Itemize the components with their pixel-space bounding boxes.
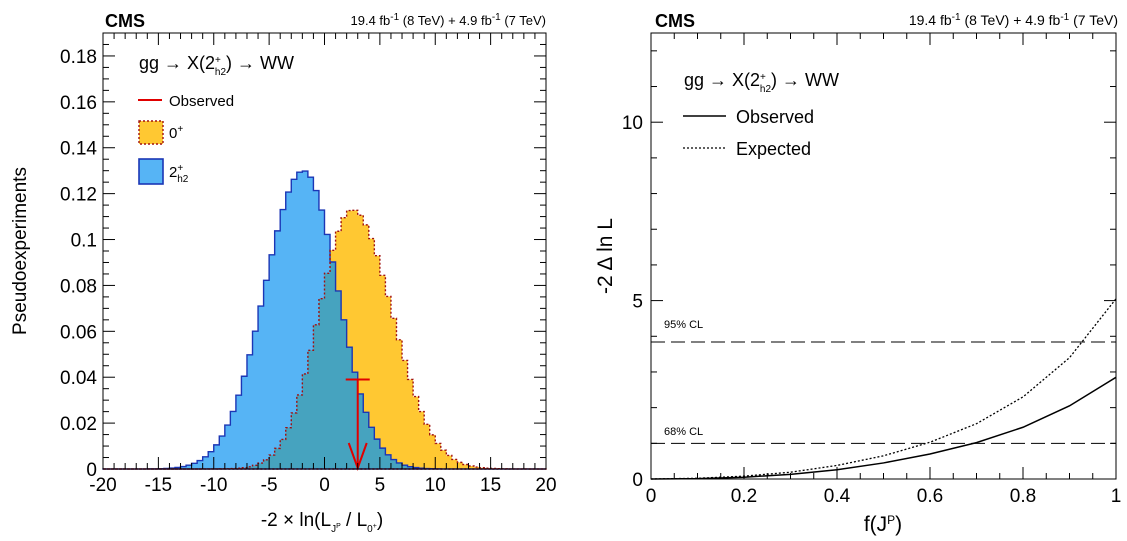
x-tick-label: 0.2 bbox=[731, 486, 757, 507]
legend-observed-label: Observed bbox=[169, 93, 234, 110]
x-tick-label: 0.4 bbox=[824, 486, 851, 507]
left-x-axis-label: -2 × ln(LJP / L0+) bbox=[261, 510, 383, 535]
right-cms-label: CMS bbox=[655, 11, 695, 31]
right-plot-frame bbox=[650, 32, 1117, 480]
y-tick-label: 10 bbox=[622, 113, 643, 134]
legend-alt-label: 2+ h2 bbox=[169, 163, 189, 185]
y-tick-label: 0.14 bbox=[60, 139, 97, 160]
x-tick-label: 0.8 bbox=[1010, 486, 1036, 507]
y-tick-label: 0.06 bbox=[60, 322, 97, 343]
left-y-axis-label: Pseudoexperiments bbox=[10, 167, 31, 335]
y-tick-label: 0.04 bbox=[60, 368, 97, 389]
x-tick-label: 15 bbox=[480, 475, 501, 496]
x-tick-label: -15 bbox=[145, 475, 172, 496]
histogram-layer bbox=[102, 170, 547, 470]
x-tick-label: 5 bbox=[375, 475, 386, 496]
legend-alt-swatch bbox=[138, 158, 164, 185]
expected-curve bbox=[650, 298, 1117, 480]
x-tick-label: 0 bbox=[319, 475, 330, 496]
right-y-axis-label: -2 Δ ln L bbox=[594, 218, 617, 294]
overlap-region bbox=[103, 261, 546, 469]
right-legend: Observed Expected bbox=[683, 107, 814, 159]
left-cms-label: CMS bbox=[105, 11, 145, 31]
likelihood-curves bbox=[650, 298, 1117, 480]
y-tick-label: 0.02 bbox=[60, 414, 97, 435]
y-tick-label: 0 bbox=[86, 460, 97, 481]
y-tick-label: 5 bbox=[632, 292, 643, 313]
x-tick-label: 0.6 bbox=[917, 486, 943, 507]
left-process-label: gg → X(2+ h2) → WW bbox=[139, 53, 294, 78]
right-process-label: gg → X(2+ h2) → WW bbox=[684, 70, 839, 95]
legend-observed-text: Observed bbox=[736, 107, 814, 127]
x-tick-label: -5 bbox=[261, 475, 278, 496]
left-histogram-panel: -20 -15 -10 -5 0 5 10 15 20 0 0.02 0.04 0.06 0.08 0.1 0… bbox=[10, 11, 557, 535]
x-tick-label: 20 bbox=[535, 475, 556, 496]
x-tick-label: -20 bbox=[89, 475, 116, 496]
cl95-label: 95% CL bbox=[664, 319, 703, 331]
x-tick-label: 10 bbox=[425, 475, 446, 496]
observed-curve bbox=[650, 376, 1117, 480]
y-tick-label: 0.16 bbox=[60, 93, 97, 114]
legend-null-swatch bbox=[138, 120, 164, 145]
x-tick-label: 1 bbox=[1111, 486, 1122, 507]
y-tick-label: 0.18 bbox=[60, 47, 97, 68]
y-tick-label: 0.08 bbox=[60, 276, 97, 297]
legend-expected-text: Expected bbox=[736, 139, 811, 159]
left-legend: Observed 0+ 2+ h2 bbox=[138, 93, 234, 185]
right-lumi-text: 19.4 fb-1 (8 TeV) + 4.9 fb-1 (7 TeV) bbox=[909, 12, 1118, 28]
x-tick-label: -10 bbox=[200, 475, 227, 496]
left-axis-ticks: -20 -15 -10 -5 0 5 10 15 20 0 0.02 0.04 0.06 0.08 0.1 0… bbox=[60, 33, 557, 496]
x-tick-label: 0 bbox=[646, 486, 657, 507]
y-tick-label: 0 bbox=[632, 470, 643, 491]
cl68-label: 68% CL bbox=[664, 426, 703, 438]
y-tick-label: 0.1 bbox=[71, 231, 97, 252]
left-lumi-text: 19.4 fb-1 (8 TeV) + 4.9 fb-1 (7 TeV) bbox=[351, 12, 546, 28]
y-tick-label: 0.12 bbox=[60, 185, 97, 206]
right-x-axis-label: f(JP) bbox=[864, 513, 902, 536]
legend-null-label: 0+ bbox=[169, 124, 183, 142]
